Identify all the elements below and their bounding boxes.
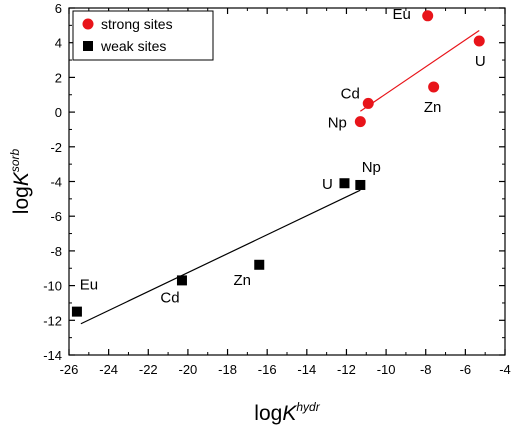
strong-site-point [473,35,485,47]
x-tick-label: -10 [377,362,396,377]
weak-site-point [355,179,366,190]
x-tick-label: -22 [139,362,158,377]
fit-line [359,30,480,112]
y-axis-title: logKsorb [8,148,33,214]
point-label: Np [362,159,381,176]
x-tick-label: -26 [60,362,79,377]
y-tick-label: -6 [50,209,62,224]
x-tick-label: -24 [99,362,118,377]
point-label: Np [328,115,347,132]
y-tick-label: 4 [55,36,62,51]
point-label: Cd [341,85,360,102]
y-tick-label: -10 [43,279,62,294]
point-label: U [475,53,486,70]
point-label: Zn [233,272,251,289]
x-tick-label: -6 [460,362,472,377]
point-label: Cd [160,289,179,306]
y-tick-label: 2 [55,70,62,85]
strong-site-point [422,10,434,22]
legend-marker-circle [82,18,94,30]
legend-marker-square [83,41,93,51]
legend: strong sites weak sites [72,10,214,61]
x-tick-label: -4 [499,362,511,377]
y-tick-labels: -14 -12 -10 -8 -6 -4 -2 0 2 4 6 [43,1,62,363]
x-tick-label: -18 [218,362,237,377]
strong-site-point [428,81,440,93]
legend-label: weak sites [100,38,166,54]
y-tick-label: -4 [50,175,62,190]
x-tick-label: -8 [420,362,432,377]
legend-label: strong sites [101,16,173,32]
y-axis-title-var: K [10,171,33,186]
x-axis-title-base: log [254,402,282,425]
x-axis-title: logKhydr [254,400,320,425]
x-axis-title-sup: hydr [296,400,320,414]
fit-lines [80,30,480,325]
x-tick-label: -12 [337,362,356,377]
weak-site-point [339,178,350,189]
y-axis-title-sup: sorb [8,148,22,172]
point-label: Eu [393,6,411,23]
y-axis-title-base: log [10,186,33,214]
point-label: Eu [80,277,98,294]
point-labels: Eu U Cd Np Zn Eu Cd Zn U Np [80,6,486,307]
y-tick-label: -2 [50,140,62,155]
x-tick-labels: -26 -24 -22 -20 -18 -16 -14 -12 -10 -8 -6 -4 [60,362,511,377]
data-points [71,10,485,317]
weak-site-point [254,259,265,270]
y-tick-label: -8 [50,244,62,259]
weak-site-point [176,275,187,286]
y-tick-label: 0 [55,105,62,120]
weak-site-point [71,306,82,317]
point-label: Zn [424,99,442,116]
x-tick-label: -14 [297,362,316,377]
x-axis-title-var: K [282,402,297,425]
legend-box [72,10,214,61]
y-tick-label: 6 [55,1,62,16]
y-tick-label: -12 [43,313,62,328]
strong-site-point [362,97,374,109]
fit-line [80,189,361,325]
point-label: U [322,176,333,193]
y-tick-label: -14 [43,348,62,363]
strong-site-point [354,116,366,128]
x-tick-label: -16 [258,362,277,377]
x-tick-label: -20 [179,362,198,377]
